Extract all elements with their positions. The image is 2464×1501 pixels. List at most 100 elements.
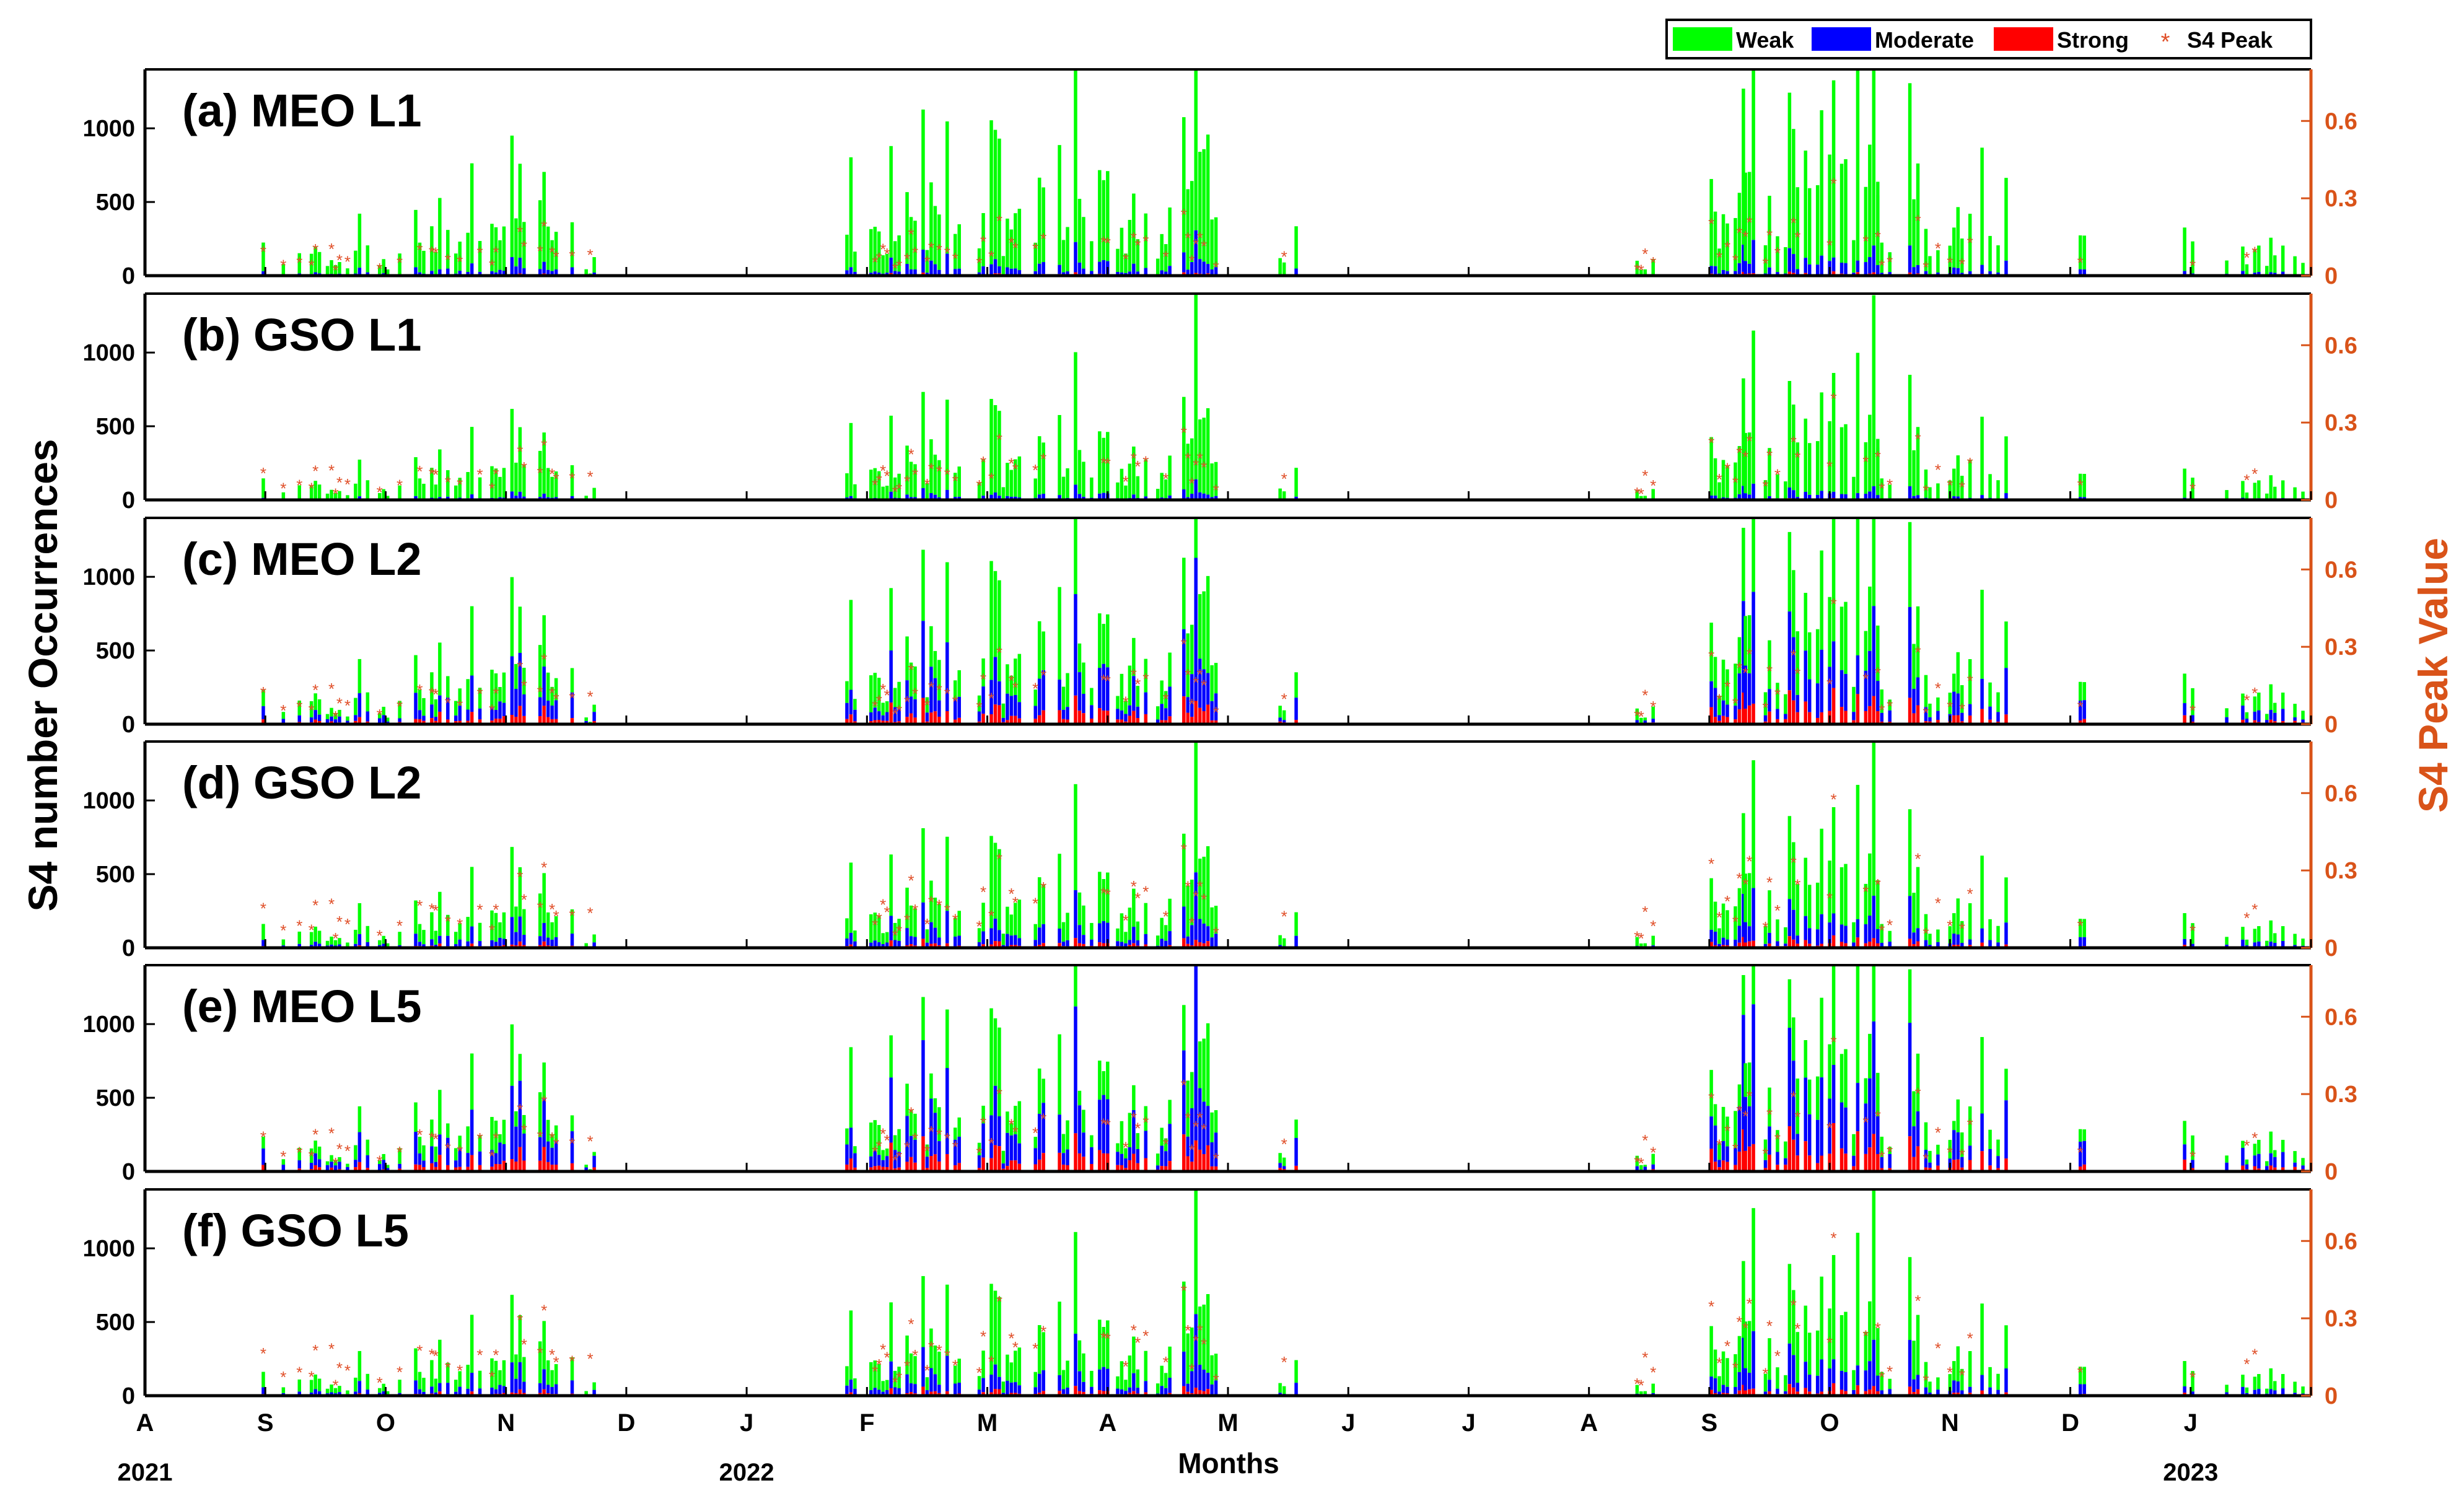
s4-peak-marker: * <box>1794 448 1800 466</box>
bar-weak <box>1202 418 1206 494</box>
bar-moderate <box>2269 1153 2273 1166</box>
bar-weak <box>1768 890 1771 933</box>
bar-strong <box>1074 695 1077 724</box>
bar-weak <box>1116 696 1120 709</box>
bar-moderate <box>1206 494 1210 499</box>
bar-weak <box>470 1053 474 1110</box>
bar-moderate <box>1952 1130 1956 1160</box>
bar-moderate <box>418 272 422 276</box>
bar-weak <box>357 1350 362 1381</box>
bar-weak <box>849 1047 853 1128</box>
s4-peak-marker: * <box>1947 1143 1953 1162</box>
bar-weak <box>2273 486 2277 499</box>
bar-strong <box>1106 1153 1110 1171</box>
bar-moderate <box>1061 272 1066 276</box>
x-tick-label-month: M <box>1217 1409 1238 1437</box>
s4-peak-marker: * <box>260 1344 266 1363</box>
bar-weak <box>1768 448 1771 497</box>
s4-peak-marker: * <box>1791 432 1797 451</box>
bar-moderate <box>1041 1103 1045 1153</box>
bar-weak <box>1006 1111 1009 1133</box>
bar-strong <box>1928 1168 1932 1171</box>
s4-peak-marker: * <box>988 1352 994 1371</box>
bar-moderate <box>438 695 442 712</box>
bar-moderate <box>873 1150 877 1166</box>
bar-weak <box>1868 414 1872 492</box>
bar-strong <box>1102 1391 1106 1396</box>
bar-weak <box>845 681 849 703</box>
bar-moderate <box>993 918 997 942</box>
bar-strong <box>592 1167 596 1171</box>
s4-peak-marker: * <box>1742 663 1748 682</box>
bar-moderate <box>1752 1331 1755 1389</box>
bar-weak <box>1968 460 1972 498</box>
bar-weak <box>1128 908 1132 940</box>
x-year-label: 2021 <box>118 1459 173 1486</box>
bar-weak <box>2082 682 2086 701</box>
s4-peak-marker: * <box>1134 457 1141 476</box>
bar-strong <box>1784 1165 1787 1171</box>
bar-moderate <box>1742 1337 1745 1385</box>
bar-weak <box>1988 235 1992 271</box>
bar-moderate <box>1120 272 1124 276</box>
s4-peak-marker: * <box>1708 434 1714 452</box>
bar-weak <box>945 1009 949 1069</box>
bar-moderate <box>1768 1126 1771 1155</box>
bar-weak <box>418 689 422 711</box>
s4-peak-marker: * <box>936 1126 942 1144</box>
bar-moderate <box>434 945 438 947</box>
bar-weak <box>1128 665 1132 706</box>
bar-moderate <box>977 1389 981 1395</box>
s4-peak-marker: * <box>1716 908 1722 927</box>
bar-weak <box>1116 248 1120 272</box>
bar-weak <box>1831 966 1836 1065</box>
bar-weak <box>869 1122 873 1157</box>
bar-weak <box>1001 256 1006 274</box>
bar-moderate <box>1120 710 1124 720</box>
bar-moderate <box>592 272 596 276</box>
bar-moderate <box>584 1167 588 1170</box>
bar-moderate <box>2004 260 2008 275</box>
bar-weak <box>1077 1090 1082 1106</box>
bar-weak <box>1928 703 1932 717</box>
bar-weak <box>430 912 434 940</box>
y-tick-label-left: 0 <box>122 935 135 961</box>
bar-weak <box>1924 675 1928 707</box>
bar-weak <box>1936 1377 1940 1390</box>
bar-moderate <box>1807 928 1812 944</box>
bar-weak <box>1743 172 1747 261</box>
bar-moderate <box>1082 268 1085 274</box>
bar-weak <box>1635 490 1639 500</box>
s4-peak-marker: * <box>1794 1319 1800 1338</box>
s4-peak-marker: * <box>416 1341 423 1360</box>
bar-strong <box>2183 1159 2186 1171</box>
bar-weak <box>869 914 873 943</box>
s4-peak-marker: * <box>521 237 527 256</box>
bar-weak <box>1017 1101 1022 1144</box>
bar-weak <box>1737 193 1742 263</box>
bar-moderate <box>1820 255 1823 274</box>
bar-moderate <box>2265 1166 2269 1171</box>
bar-moderate <box>1033 1387 1037 1394</box>
bar-moderate <box>1768 932 1771 944</box>
bar-weak <box>897 1129 901 1152</box>
bar-weak <box>514 1354 518 1379</box>
s4-peak-marker: * <box>1875 664 1881 683</box>
bar-moderate <box>1752 483 1755 499</box>
bar-moderate <box>1988 940 1992 947</box>
bar-moderate <box>478 941 482 947</box>
s4-peak-marker: * <box>569 689 575 707</box>
bar-moderate <box>1190 674 1194 717</box>
bar-weak <box>1643 717 1647 721</box>
legend-swatch-weak <box>1673 27 1732 51</box>
bar-moderate <box>909 696 913 714</box>
bar-weak <box>1988 1367 1992 1388</box>
bar-moderate <box>1186 269 1190 274</box>
bar-weak <box>1815 882 1820 930</box>
s4-peak-marker: * <box>312 896 318 914</box>
s4-peak-marker: * <box>397 698 403 716</box>
bar-weak <box>1876 890 1880 929</box>
bar-moderate <box>1041 262 1045 274</box>
s4-peak-marker: * <box>537 463 543 482</box>
bar-strong <box>989 714 993 724</box>
